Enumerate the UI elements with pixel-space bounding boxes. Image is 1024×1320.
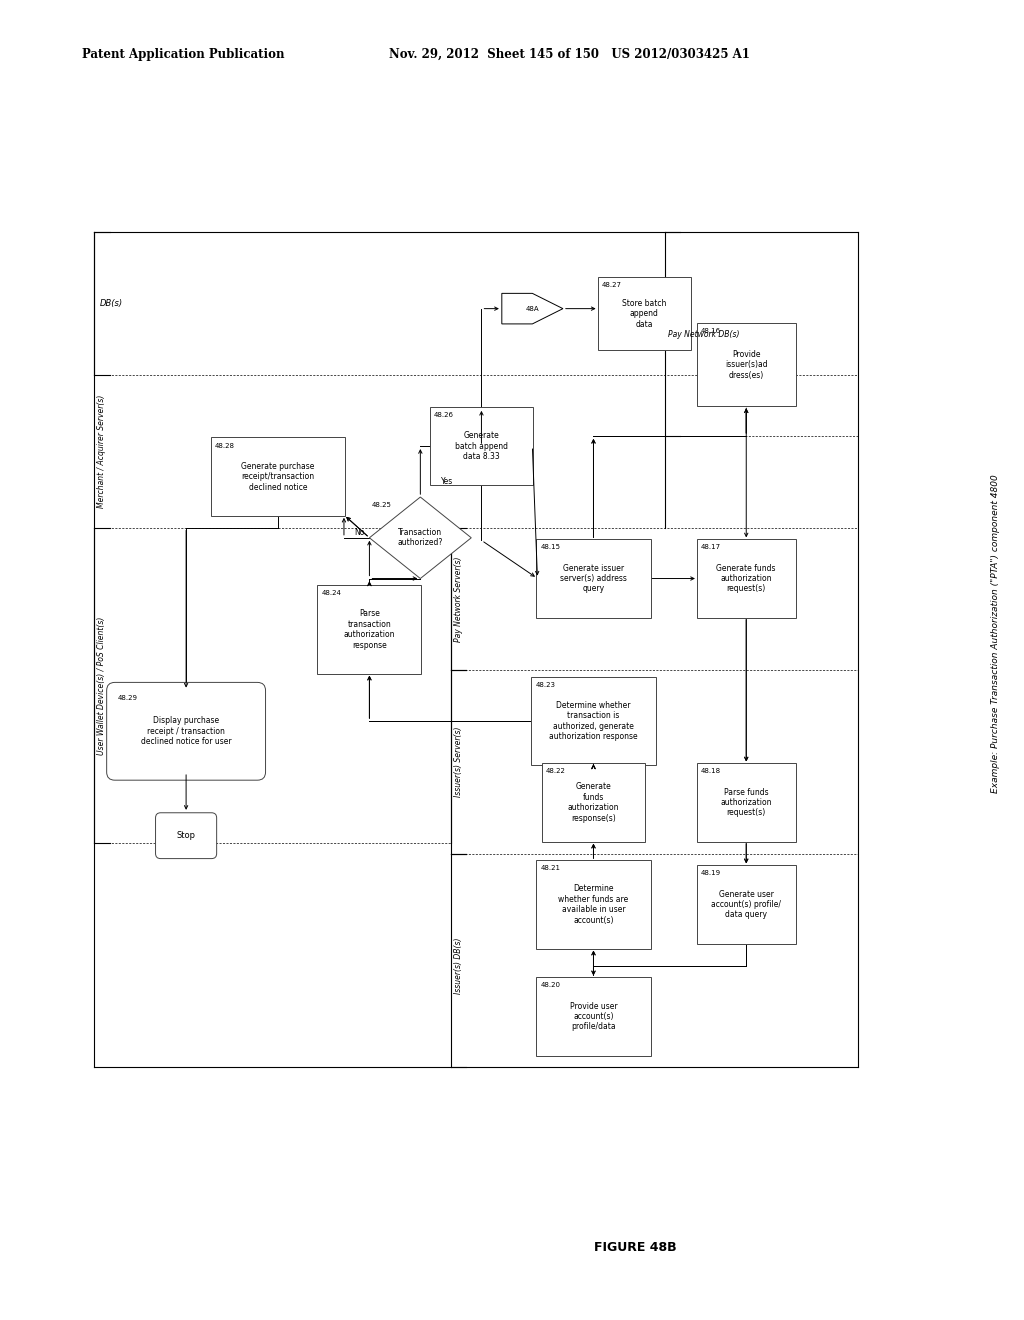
FancyBboxPatch shape <box>531 677 655 766</box>
FancyBboxPatch shape <box>211 437 345 516</box>
Polygon shape <box>370 498 471 578</box>
Text: Provide
issuer(s)ad
dress(es): Provide issuer(s)ad dress(es) <box>725 350 768 380</box>
FancyBboxPatch shape <box>697 763 796 842</box>
Text: 48.21: 48.21 <box>541 865 560 871</box>
FancyBboxPatch shape <box>537 540 650 618</box>
Text: Determine whether
transaction is
authorized, generate
authorization response: Determine whether transaction is authori… <box>549 701 638 742</box>
Text: Generate user
account(s) profile/
data query: Generate user account(s) profile/ data q… <box>712 890 781 919</box>
Polygon shape <box>502 293 563 323</box>
Text: 48.29: 48.29 <box>118 694 138 701</box>
FancyBboxPatch shape <box>537 861 650 949</box>
Text: Patent Application Publication: Patent Application Publication <box>82 48 285 61</box>
FancyBboxPatch shape <box>106 682 265 780</box>
FancyBboxPatch shape <box>697 323 796 407</box>
Text: 48.23: 48.23 <box>536 682 555 688</box>
Text: Determine
whether funds are
available in user
account(s): Determine whether funds are available in… <box>558 884 629 924</box>
FancyBboxPatch shape <box>429 407 534 486</box>
Text: Generate purchase
receipt/transaction
declined notice: Generate purchase receipt/transaction de… <box>241 462 314 491</box>
FancyBboxPatch shape <box>542 763 645 842</box>
Text: Generate
funds
authorization
response(s): Generate funds authorization response(s) <box>567 783 620 822</box>
Text: Issuer(s) Server(s): Issuer(s) Server(s) <box>454 726 463 797</box>
FancyBboxPatch shape <box>697 865 796 944</box>
FancyBboxPatch shape <box>598 277 691 350</box>
Text: 48.27: 48.27 <box>602 282 622 288</box>
Text: Pay Network Server(s): Pay Network Server(s) <box>454 556 463 642</box>
Text: 48.28: 48.28 <box>215 442 234 449</box>
Text: Provide user
account(s)
profile/data: Provide user account(s) profile/data <box>569 1002 617 1031</box>
Text: 48.15: 48.15 <box>541 544 560 550</box>
FancyBboxPatch shape <box>317 585 421 673</box>
Text: 48.26: 48.26 <box>433 412 454 418</box>
Text: Merchant / Acquirer Server(s): Merchant / Acquirer Server(s) <box>97 395 106 508</box>
Text: Parse
transaction
authorization
response: Parse transaction authorization response <box>344 610 395 649</box>
Text: Store batch
append
data: Store batch append data <box>623 298 667 329</box>
Text: Parse funds
authorization
request(s): Parse funds authorization request(s) <box>721 788 772 817</box>
Text: 48.25: 48.25 <box>372 502 391 508</box>
Text: Yes: Yes <box>440 478 453 486</box>
Text: FIGURE 48B: FIGURE 48B <box>594 1241 676 1254</box>
Text: 48.17: 48.17 <box>700 544 721 550</box>
Text: No: No <box>354 528 365 537</box>
Text: 48.20: 48.20 <box>541 982 560 989</box>
Text: 48.24: 48.24 <box>322 590 341 597</box>
Text: Display purchase
receipt / transaction
declined notice for user: Display purchase receipt / transaction d… <box>140 717 231 746</box>
Text: 48A: 48A <box>525 306 540 312</box>
Text: Generate
batch append
data 8.33: Generate batch append data 8.33 <box>455 432 508 461</box>
Text: Example: Purchase Transaction Authorization ("PTA") component 4800: Example: Purchase Transaction Authorizat… <box>991 474 999 793</box>
Text: User Wallet Device(s) / PoS Client(s): User Wallet Device(s) / PoS Client(s) <box>97 616 106 755</box>
Text: 48.16: 48.16 <box>700 327 721 334</box>
Text: Generate issuer
server(s) address
query: Generate issuer server(s) address query <box>560 564 627 594</box>
FancyBboxPatch shape <box>697 540 796 618</box>
FancyBboxPatch shape <box>537 977 650 1056</box>
Text: Pay Network DB(s): Pay Network DB(s) <box>668 330 739 339</box>
Text: Nov. 29, 2012  Sheet 145 of 150   US 2012/0303425 A1: Nov. 29, 2012 Sheet 145 of 150 US 2012/0… <box>389 48 750 61</box>
Text: Transaction
authorized?: Transaction authorized? <box>397 528 443 548</box>
Text: 48.22: 48.22 <box>546 768 565 775</box>
Text: DB(s): DB(s) <box>99 300 123 308</box>
Text: Issuer(s) DB(s): Issuer(s) DB(s) <box>454 937 463 994</box>
Text: 48.19: 48.19 <box>700 870 721 876</box>
Text: Stop: Stop <box>176 832 196 841</box>
Text: 48.18: 48.18 <box>700 768 721 775</box>
FancyBboxPatch shape <box>156 813 217 858</box>
Text: Generate funds
authorization
request(s): Generate funds authorization request(s) <box>717 564 776 594</box>
